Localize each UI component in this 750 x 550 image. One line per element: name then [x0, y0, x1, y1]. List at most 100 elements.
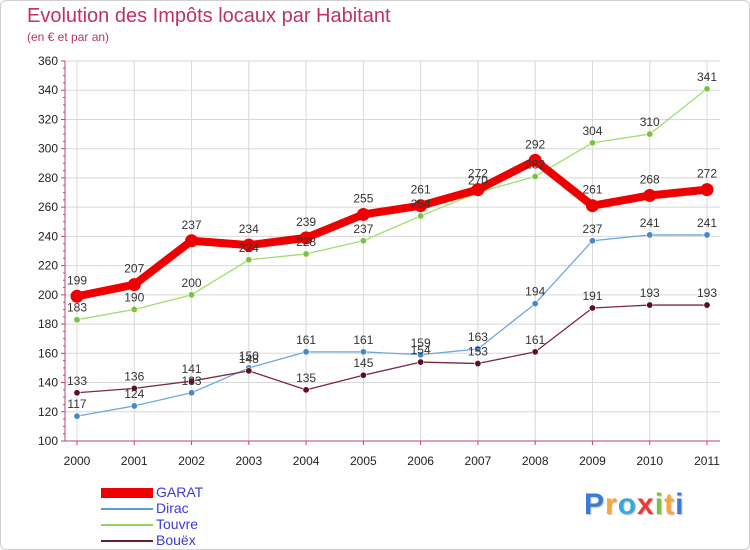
- legend-item-bouex: Bouëx: [101, 532, 301, 549]
- data-point-touvre: [703, 85, 711, 93]
- data-point-touvre: [245, 256, 253, 264]
- data-label-dirac: 194: [525, 285, 545, 299]
- data-label-dirac: 163: [468, 330, 488, 344]
- data-label-dirac: 161: [353, 333, 373, 347]
- grid-lines: [65, 60, 720, 442]
- legend: GARAT Dirac Touvre Bouëx: [101, 484, 301, 549]
- data-point-touvre: [588, 139, 596, 147]
- legend-item-dirac: Dirac: [101, 500, 301, 517]
- data-point-dirac: [188, 389, 196, 397]
- xtick-label: 2010: [636, 454, 663, 468]
- data-label-bouex: 133: [67, 374, 87, 388]
- data-point-bouex: [245, 367, 253, 375]
- ytick-label: 160: [38, 346, 58, 360]
- xtick-label: 2007: [465, 454, 492, 468]
- xtick-label: 2003: [235, 454, 262, 468]
- data-point-touvre: [531, 172, 539, 180]
- data-label-garat: 234: [239, 222, 259, 236]
- data-point-touvre: [73, 316, 81, 324]
- data-point-garat: [471, 183, 485, 197]
- data-label-dirac: 241: [697, 216, 717, 230]
- legend-label-touvre: Touvre: [156, 516, 199, 532]
- chart-subtitle: (en € et par an): [27, 30, 110, 44]
- data-label-dirac: 161: [296, 333, 316, 347]
- data-label-bouex: 193: [697, 286, 717, 300]
- data-point-bouex: [703, 301, 711, 309]
- data-point-garat: [643, 188, 657, 202]
- data-label-touvre: 254: [411, 197, 431, 211]
- data-label-garat: 268: [640, 172, 660, 186]
- data-label-garat: 199: [67, 273, 87, 287]
- data-point-dirac: [73, 412, 81, 420]
- data-label-garat: 255: [353, 191, 373, 205]
- xtick-label: 2004: [293, 454, 320, 468]
- data-label-dirac: 237: [582, 222, 602, 236]
- data-label-touvre: 341: [697, 70, 717, 84]
- data-point-bouex: [474, 360, 482, 368]
- xtick-label: 2006: [407, 454, 434, 468]
- data-point-garat: [585, 199, 599, 213]
- data-label-bouex: 153: [468, 345, 488, 359]
- data-point-garat: [700, 183, 714, 197]
- data-label-touvre: 237: [353, 222, 373, 236]
- data-label-bouex: 145: [353, 356, 373, 370]
- ytick-label: 340: [38, 83, 58, 97]
- series-line-touvre: [76, 88, 708, 321]
- logo-letter: o: [617, 488, 638, 521]
- data-point-garat: [414, 199, 428, 213]
- data-point-dirac: [359, 348, 367, 356]
- data-label-dirac: 124: [124, 387, 144, 401]
- data-label-garat: 261: [411, 183, 431, 197]
- ytick-label: 220: [38, 259, 58, 273]
- xtick-label: 2008: [522, 454, 549, 468]
- data-label-dirac: 150: [239, 349, 259, 363]
- legend-item-garat: GARAT: [101, 484, 301, 501]
- data-point-bouex: [302, 386, 310, 394]
- data-label-touvre: 200: [182, 276, 202, 290]
- data-label-garat: 272: [697, 167, 717, 181]
- data-point-dirac: [531, 300, 539, 308]
- xtick-label: 2002: [178, 454, 205, 468]
- data-point-garat: [299, 231, 313, 245]
- data-point-dirac: [646, 231, 654, 239]
- logo-letter: i: [675, 488, 685, 521]
- data-point-dirac: [302, 348, 310, 356]
- data-label-dirac: 133: [182, 374, 202, 388]
- legend-label-dirac: Dirac: [156, 500, 189, 516]
- data-label-bouex: 161: [525, 333, 545, 347]
- ytick-label: 120: [38, 405, 58, 419]
- xtick-label: 2005: [350, 454, 377, 468]
- data-label-garat: 292: [525, 137, 545, 151]
- data-label-touvre: 282: [525, 157, 545, 171]
- data-point-dirac: [130, 402, 138, 410]
- data-point-touvre: [302, 250, 310, 258]
- data-point-dirac: [588, 237, 596, 245]
- data-point-garat: [242, 238, 256, 252]
- ytick-label: 240: [38, 229, 58, 243]
- data-point-touvre: [130, 305, 138, 313]
- data-point-garat: [528, 153, 542, 167]
- data-label-bouex: 141: [182, 362, 202, 376]
- series-line-bouex: [76, 304, 708, 394]
- ytick-label: 260: [38, 200, 58, 214]
- data-label-garat: 272: [468, 167, 488, 181]
- legend-item-touvre: Touvre: [101, 516, 301, 533]
- logo-letter: i: [654, 488, 665, 521]
- xtick-label: 2009: [579, 454, 606, 468]
- ytick-label: 180: [38, 317, 58, 331]
- proxiti-logo: Proxiti: [584, 488, 684, 522]
- data-label-dirac: 159: [411, 336, 431, 350]
- data-label-touvre: 224: [239, 241, 259, 255]
- xtick-label: 2001: [121, 454, 148, 468]
- data-point-bouex: [73, 389, 81, 397]
- data-label-touvre: 228: [296, 235, 316, 249]
- data-label-dirac: 117: [67, 397, 86, 411]
- xtick-label: 2011: [694, 454, 720, 468]
- data-point-touvre: [646, 130, 654, 138]
- ytick-label: 280: [38, 171, 58, 185]
- ytick-label: 360: [38, 54, 58, 68]
- data-label-dirac: 241: [640, 216, 660, 230]
- data-point-touvre: [417, 212, 425, 220]
